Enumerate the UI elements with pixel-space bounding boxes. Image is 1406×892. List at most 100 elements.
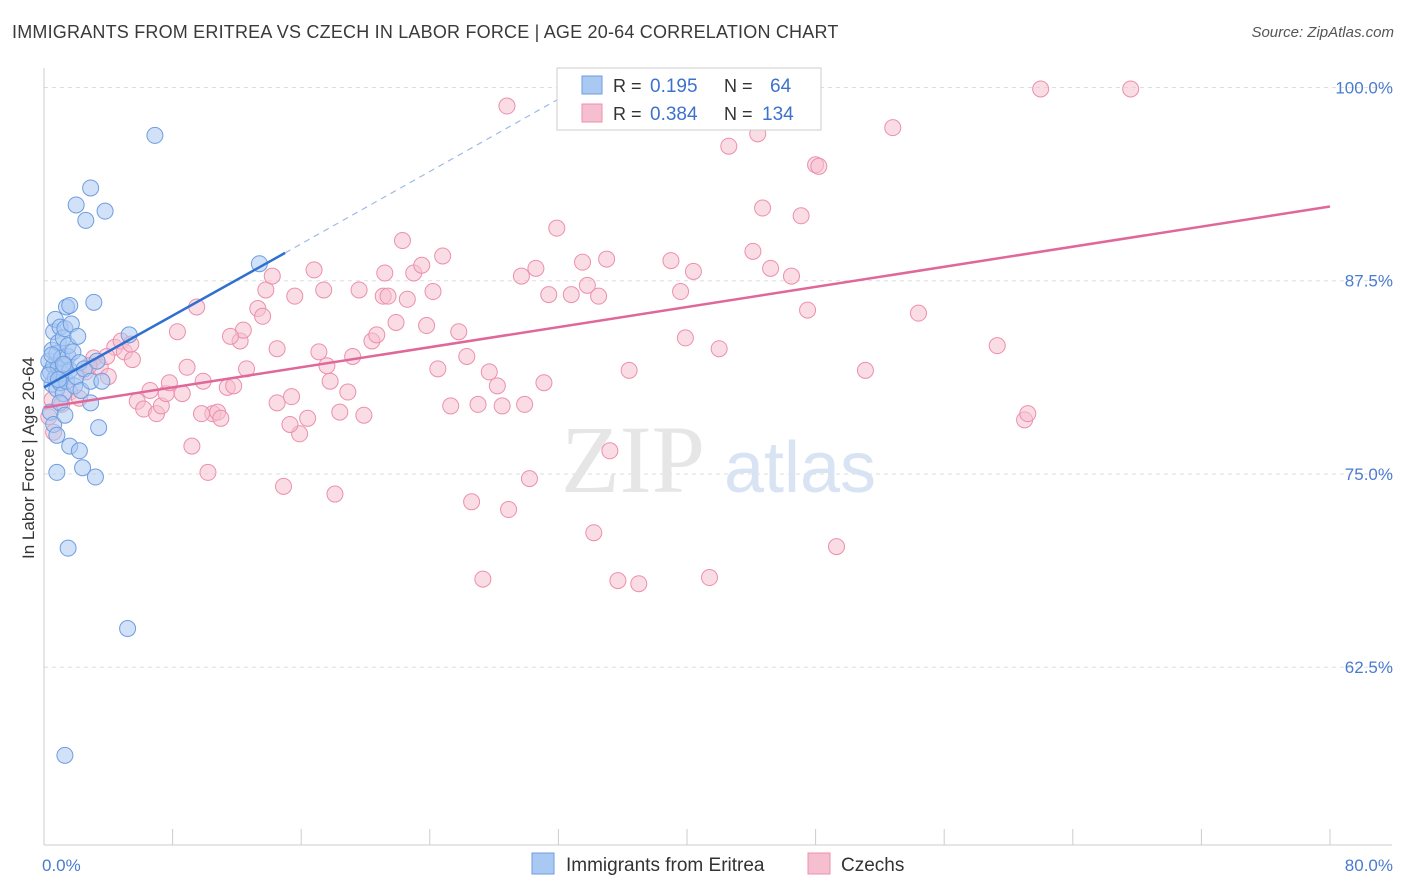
eritrea-point-44 bbox=[90, 419, 108, 437]
czechs-point-129 bbox=[458, 347, 476, 365]
watermark-atlas: atlas bbox=[724, 428, 876, 508]
top-legend: R = 0.195 N = 64 R = 0.384 N = 134 bbox=[556, 67, 822, 131]
czechs-point-94 bbox=[609, 572, 627, 590]
eritrea-point-45 bbox=[85, 293, 103, 311]
czechs-point-74 bbox=[463, 493, 481, 511]
czechs-point-106 bbox=[762, 259, 780, 277]
bottom-legend: Immigrants from Eritrea Czechs bbox=[531, 852, 904, 876]
czechs-point-35 bbox=[225, 377, 243, 395]
czechs-point-102 bbox=[710, 340, 728, 358]
legend-n-label-1: N = bbox=[724, 76, 753, 96]
czechs-point-81 bbox=[512, 267, 530, 285]
czechs-point-72 bbox=[442, 397, 460, 415]
eritrea-point-60 bbox=[43, 346, 61, 364]
czechs-point-86 bbox=[540, 286, 558, 304]
czechs-point-77 bbox=[480, 363, 498, 381]
czechs-point-45 bbox=[283, 388, 301, 406]
eritrea-point-56 bbox=[59, 539, 77, 557]
eritrea-point-57 bbox=[119, 620, 137, 638]
bottom-legend-label-czechs: Czechs bbox=[841, 855, 904, 876]
czechs-point-75 bbox=[469, 395, 487, 413]
czechs-point-128 bbox=[318, 357, 336, 375]
legend-swatch-blue bbox=[581, 75, 603, 95]
eritrea-point-58 bbox=[56, 746, 74, 764]
czechs-point-49 bbox=[305, 261, 323, 279]
czechs-point-98 bbox=[672, 283, 690, 301]
czechs-point-90 bbox=[578, 276, 596, 294]
czechs-point-24 bbox=[168, 323, 186, 341]
czechs-point-46 bbox=[286, 287, 304, 305]
legend-n-value-2: 134 bbox=[762, 104, 794, 125]
y-tick-label-1: 75.0% bbox=[1345, 465, 1393, 484]
czechs-point-113 bbox=[884, 119, 902, 137]
eritrea-point-28 bbox=[69, 327, 87, 345]
czechs-point-118 bbox=[1032, 80, 1050, 98]
czechs-point-84 bbox=[527, 259, 545, 277]
czechs-point-99 bbox=[676, 329, 694, 347]
eritrea-point-34 bbox=[48, 426, 66, 444]
czechs-point-109 bbox=[799, 301, 817, 319]
y-axis-label: In Labor Force | Age 20-64 bbox=[19, 357, 38, 559]
y-tick-label-2: 87.5% bbox=[1345, 272, 1393, 291]
eritrea-point-52 bbox=[146, 126, 164, 144]
eritrea-points bbox=[40, 126, 268, 764]
czechs-point-89 bbox=[574, 253, 592, 271]
czechs-point-105 bbox=[754, 199, 772, 217]
eritrea-point-40 bbox=[48, 463, 66, 481]
legend-r-label-2: R = bbox=[613, 104, 642, 124]
czechs-point-97 bbox=[662, 252, 680, 270]
czechs-point-40 bbox=[254, 307, 272, 325]
czechs-point-48 bbox=[299, 409, 317, 427]
czechs-point-42 bbox=[263, 267, 281, 285]
czechs-point-104 bbox=[744, 242, 762, 260]
bottom-legend-swatch-pink bbox=[807, 852, 831, 875]
czechs-point-107 bbox=[782, 267, 800, 285]
czechs-point-33 bbox=[212, 409, 230, 427]
legend-swatch-pink bbox=[581, 103, 603, 123]
czechs-point-108 bbox=[792, 207, 810, 225]
czechs-point-82 bbox=[516, 395, 534, 413]
eritrea-point-49 bbox=[77, 211, 95, 229]
czechs-point-58 bbox=[355, 406, 373, 424]
x-tick-label-min: 0.0% bbox=[42, 856, 81, 875]
czechs-point-85 bbox=[535, 374, 553, 392]
eritrea-point-39 bbox=[74, 459, 92, 477]
eritrea-point-48 bbox=[67, 196, 85, 214]
czechs-point-87 bbox=[548, 219, 566, 237]
eritrea-point-41 bbox=[82, 394, 100, 412]
czechs-point-62 bbox=[379, 287, 397, 305]
y-tick-label-0: 62.5% bbox=[1345, 658, 1393, 677]
eritrea-point-36 bbox=[56, 406, 74, 424]
czechs-point-41 bbox=[257, 281, 275, 299]
czechs-point-101 bbox=[701, 569, 719, 587]
czechs-point-78 bbox=[488, 377, 506, 395]
czechs-point-88 bbox=[562, 286, 580, 304]
czechs-point-43 bbox=[268, 394, 286, 412]
czechs-point-71 bbox=[434, 247, 452, 265]
czechs-point-53 bbox=[326, 485, 344, 503]
czechs-point-64 bbox=[393, 232, 411, 250]
czechs-point-121 bbox=[376, 264, 394, 282]
czechs-point-27 bbox=[183, 437, 201, 455]
czechs-point-56 bbox=[344, 347, 362, 365]
czechs-point-51 bbox=[315, 281, 333, 299]
chart-source: Source: ZipAtlas.com bbox=[1251, 24, 1394, 41]
bottom-legend-swatch-blue bbox=[531, 852, 555, 875]
czechs-trend-line bbox=[43, 205, 1331, 409]
czechs-point-69 bbox=[424, 283, 442, 301]
czechs-point-96 bbox=[630, 575, 648, 593]
czechs-point-122 bbox=[268, 340, 286, 358]
czechs-point-100 bbox=[684, 262, 702, 280]
czechs-point-119 bbox=[1122, 80, 1140, 98]
grid-lines bbox=[44, 86, 1392, 668]
czechs-point-91 bbox=[585, 524, 603, 542]
czechs-point-83 bbox=[520, 470, 538, 488]
y-tick-labels: 62.5% 75.0% 87.5% 100.0% bbox=[1335, 78, 1393, 677]
y-tick-label-3: 100.0% bbox=[1335, 78, 1393, 97]
czechs-point-127 bbox=[221, 327, 239, 345]
eritrea-point-38 bbox=[70, 442, 88, 460]
legend-r-label-1: R = bbox=[613, 76, 642, 96]
watermark-zip: ZIP bbox=[561, 406, 705, 513]
czechs-point-26 bbox=[178, 358, 196, 376]
